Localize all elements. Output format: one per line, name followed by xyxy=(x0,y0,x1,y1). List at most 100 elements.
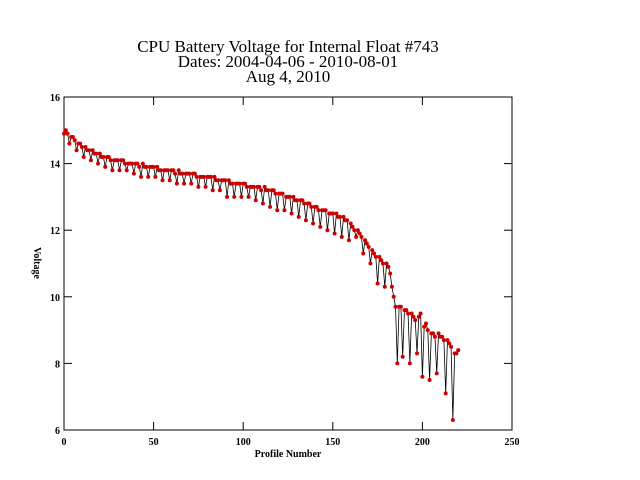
data-point xyxy=(257,184,262,189)
data-point xyxy=(273,191,278,196)
data-point xyxy=(251,184,256,189)
data-point xyxy=(158,168,163,173)
x-tick-label: 0 xyxy=(62,437,67,448)
data-point xyxy=(97,151,102,156)
plot-frame xyxy=(63,96,513,431)
data-point xyxy=(380,261,385,266)
data-point xyxy=(176,168,181,173)
data-point xyxy=(282,208,287,213)
data-point xyxy=(300,198,305,203)
data-point xyxy=(122,161,127,166)
data-point xyxy=(230,181,235,186)
data-point xyxy=(355,228,360,233)
data-point xyxy=(96,161,101,166)
x-tick-label: 250 xyxy=(505,437,520,448)
data-point xyxy=(253,198,258,203)
data-point xyxy=(189,181,194,186)
data-point xyxy=(67,141,72,146)
chart-subtitle: Dates: 2004-04-06 - 2010-08-01 xyxy=(178,52,399,71)
data-point xyxy=(359,234,364,239)
data-point xyxy=(280,191,285,196)
data-point xyxy=(121,158,126,163)
data-point xyxy=(330,211,335,216)
data-point xyxy=(151,164,156,169)
data-point xyxy=(311,221,316,226)
data-point xyxy=(357,231,362,236)
x-tick-label: 150 xyxy=(325,437,340,448)
data-point xyxy=(78,141,83,146)
data-point xyxy=(352,228,357,233)
data-point xyxy=(216,178,221,183)
data-point xyxy=(346,238,351,243)
data-point xyxy=(382,284,387,289)
data-point xyxy=(94,151,99,156)
data-point xyxy=(117,168,122,173)
y-axis-label: Voltage xyxy=(31,247,42,279)
data-point xyxy=(266,188,271,193)
data-point xyxy=(246,194,251,199)
data-point xyxy=(415,351,420,356)
data-point xyxy=(400,354,405,359)
data-point xyxy=(393,304,398,309)
data-point xyxy=(388,271,393,276)
data-point xyxy=(314,204,319,209)
data-point xyxy=(153,174,158,179)
y-tick-label: 12 xyxy=(50,226,60,237)
data-point xyxy=(237,181,242,186)
data-point xyxy=(81,154,86,159)
data-point xyxy=(74,148,79,153)
data-point xyxy=(115,158,120,163)
data-point xyxy=(131,171,136,176)
data-point xyxy=(187,171,192,176)
data-point xyxy=(418,311,423,316)
x-tick-label: 200 xyxy=(415,437,430,448)
data-point xyxy=(296,214,301,219)
data-point xyxy=(334,211,339,216)
data-point xyxy=(398,304,403,309)
data-point xyxy=(289,211,294,216)
data-point xyxy=(309,204,314,209)
data-point xyxy=(275,208,280,213)
data-point xyxy=(423,321,428,326)
data-point xyxy=(139,174,144,179)
chart-date: Aug 4, 2010 xyxy=(246,67,331,86)
data-point xyxy=(341,214,346,219)
data-point xyxy=(443,391,448,396)
data-point xyxy=(160,178,165,183)
data-point xyxy=(103,164,108,169)
data-point xyxy=(379,258,384,263)
data-point xyxy=(210,188,215,193)
data-line xyxy=(63,129,459,421)
data-point xyxy=(337,214,342,219)
data-point xyxy=(354,234,359,239)
data-point xyxy=(409,311,414,316)
data-point xyxy=(259,188,264,193)
data-point xyxy=(180,171,185,176)
data-point xyxy=(155,164,160,169)
data-point xyxy=(70,134,75,139)
data-point xyxy=(377,254,382,259)
data-point xyxy=(366,244,371,249)
data-point xyxy=(287,194,292,199)
data-point xyxy=(361,251,366,256)
data-point xyxy=(450,418,455,423)
data-point xyxy=(391,294,396,299)
data-point xyxy=(389,284,394,289)
data-point xyxy=(144,164,149,169)
data-point xyxy=(271,188,276,193)
data-point xyxy=(62,131,66,136)
data-point xyxy=(106,154,111,159)
data-point xyxy=(208,174,213,179)
data-point xyxy=(88,158,93,163)
y-tick-label: 8 xyxy=(55,359,60,370)
data-point xyxy=(242,181,247,186)
data-point xyxy=(395,361,400,366)
data-point xyxy=(307,201,312,206)
data-point xyxy=(373,254,378,259)
data-point xyxy=(173,171,178,176)
data-point xyxy=(192,171,197,176)
y-tick-label: 16 xyxy=(50,93,60,104)
data-point xyxy=(201,174,206,179)
y-tick-label: 14 xyxy=(50,160,60,171)
